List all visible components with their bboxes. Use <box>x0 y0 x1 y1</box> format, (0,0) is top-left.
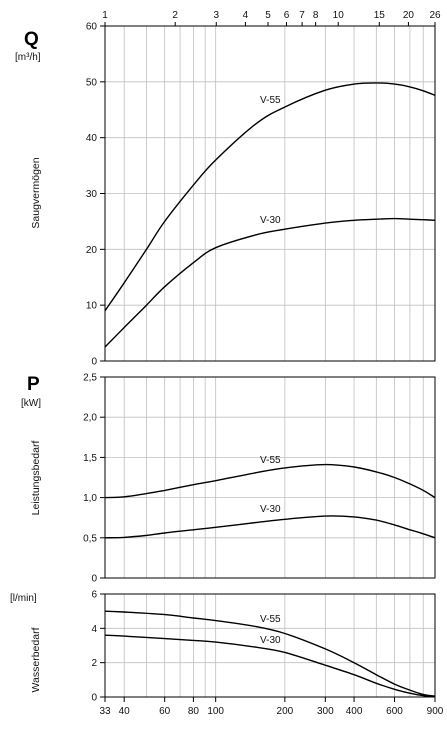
x-tick-label: 33 <box>99 706 111 717</box>
curve-w-v-55 <box>104 610 436 697</box>
y-tick-label: 6 <box>91 590 97 601</box>
panel-frame <box>104 376 436 579</box>
x-tick-label: 60 <box>159 706 171 717</box>
y-tick-label: 10 <box>86 301 98 312</box>
top-tick-label: 4 <box>243 10 249 21</box>
y-tick-label: 2,0 <box>83 413 97 424</box>
x-tick-label: 600 <box>386 706 403 717</box>
top-tick-label: 3 <box>213 10 219 21</box>
curve-w-v-30 <box>104 634 436 698</box>
y-tick-label: 0 <box>91 693 97 704</box>
curve-q-v-55 <box>104 82 436 312</box>
q-axis-label: Saugvermögen <box>30 157 42 228</box>
x-tick-label: 300 <box>317 706 334 717</box>
y-tick-label: 40 <box>86 133 98 144</box>
y-tick-label: 0 <box>91 574 97 585</box>
top-tick-label: 20 <box>403 10 415 21</box>
p-unit: [kW] <box>21 398 41 409</box>
w-axis-label: Wasserbedarf <box>30 627 42 692</box>
curve-p-v-30 <box>104 515 436 539</box>
top-tick-label: 10 <box>333 10 345 21</box>
panel-frame <box>104 593 436 698</box>
p-title: P <box>27 374 40 395</box>
p-series-label-v30: V-30 <box>260 504 281 515</box>
q-series-label-v30: V-30 <box>260 215 281 226</box>
y-tick-label: 2 <box>91 658 97 669</box>
y-tick-label: 1,0 <box>83 493 97 504</box>
curve-q-v-30 <box>104 217 436 348</box>
x-tick-label: 400 <box>346 706 363 717</box>
q-series-label-v55: V-55 <box>260 95 281 106</box>
y-tick-label: 0 <box>91 357 97 368</box>
y-tick-label: 20 <box>86 245 98 256</box>
y-tick-label: 60 <box>86 22 98 33</box>
q-title: Q <box>24 29 39 50</box>
top-tick-label: 26 <box>429 10 441 21</box>
y-tick-label: 50 <box>86 77 98 88</box>
p-series-label-v55: V-55 <box>260 455 281 466</box>
top-tick-label: 7 <box>299 10 305 21</box>
top-tick-label: 5 <box>265 10 271 21</box>
w-series-label-v30: V-30 <box>260 635 281 646</box>
grid-lines <box>105 26 435 697</box>
x-tick-label: 40 <box>119 706 131 717</box>
y-tick-label: 0,5 <box>83 533 97 544</box>
y-tick-label: 1,5 <box>83 453 97 464</box>
x-tick-label: 80 <box>188 706 200 717</box>
top-tick-label: 8 <box>313 10 319 21</box>
x-tick-label: 100 <box>207 706 224 717</box>
curve-p-v-55 <box>104 463 436 499</box>
x-tick-label: 200 <box>277 706 294 717</box>
top-tick-label: 6 <box>284 10 290 21</box>
y-tick-label: 30 <box>86 189 98 200</box>
top-tick-label: 1 <box>102 10 108 21</box>
w-unit: [l/min] <box>10 593 37 604</box>
top-tick-label: 2 <box>172 10 178 21</box>
data-curves <box>104 82 436 698</box>
top-tick-label: 15 <box>374 10 386 21</box>
y-tick-label: 4 <box>91 624 97 635</box>
p-axis-label: Leistungsbedarf <box>30 441 42 516</box>
w-series-label-v55: V-55 <box>260 614 281 625</box>
x-tick-label: 900 <box>427 706 444 717</box>
panel-frames <box>104 25 436 698</box>
q-unit: [m³/h] <box>15 52 41 63</box>
y-tick-label: 2,5 <box>83 373 97 384</box>
